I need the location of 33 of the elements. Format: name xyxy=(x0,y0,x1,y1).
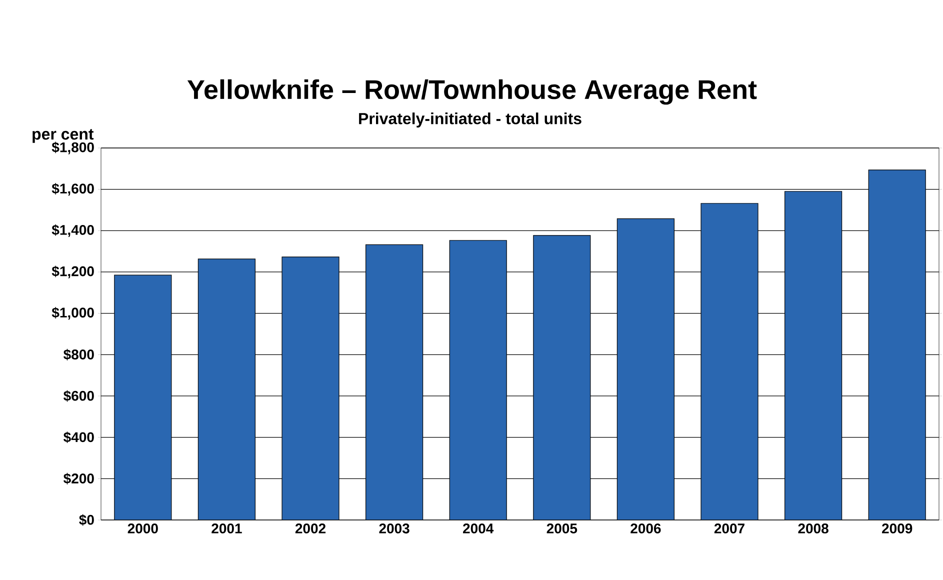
y-tick-label: $1,000 xyxy=(52,307,94,320)
x-tick-label: 2004 xyxy=(463,524,494,534)
x-tick-label: 2009 xyxy=(882,524,912,534)
x-tick-label: 2001 xyxy=(212,524,242,534)
x-tick-label: 2005 xyxy=(546,524,578,534)
x-tick-label: 2002 xyxy=(295,524,326,534)
y-tick-label: $200 xyxy=(64,472,94,484)
y-axis-title: per cent xyxy=(32,129,94,143)
bar xyxy=(868,170,926,520)
y-tick-label: $1,600 xyxy=(52,183,94,196)
x-tick-label: 2003 xyxy=(379,524,410,534)
chart-subtitle: Privately-initiated - total units xyxy=(359,112,582,128)
y-tick-label: $800 xyxy=(64,348,94,360)
bar xyxy=(366,244,424,520)
x-tick-label: 2008 xyxy=(798,524,828,534)
bar xyxy=(449,240,507,520)
bar xyxy=(784,191,842,520)
x-tick-label: 2007 xyxy=(714,524,744,534)
y-tick-label: $1,400 xyxy=(52,224,94,237)
bar xyxy=(198,258,256,520)
bar xyxy=(616,218,674,520)
y-tick-label: $400 xyxy=(64,432,94,444)
y-tick-label: $600 xyxy=(64,390,94,402)
y-tick-label: $0 xyxy=(79,514,94,526)
chart-title: Yellowknife – Row/Townhouse Average Rent xyxy=(187,79,757,105)
x-tick-label: 2000 xyxy=(128,524,158,534)
bar xyxy=(282,256,340,520)
x-tick-label: 2006 xyxy=(630,524,661,534)
bar xyxy=(533,235,591,520)
bar xyxy=(114,274,172,520)
y-tick-label: $1,200 xyxy=(52,266,94,278)
bar xyxy=(700,203,758,520)
y-tick-label: $1,800 xyxy=(52,142,94,154)
